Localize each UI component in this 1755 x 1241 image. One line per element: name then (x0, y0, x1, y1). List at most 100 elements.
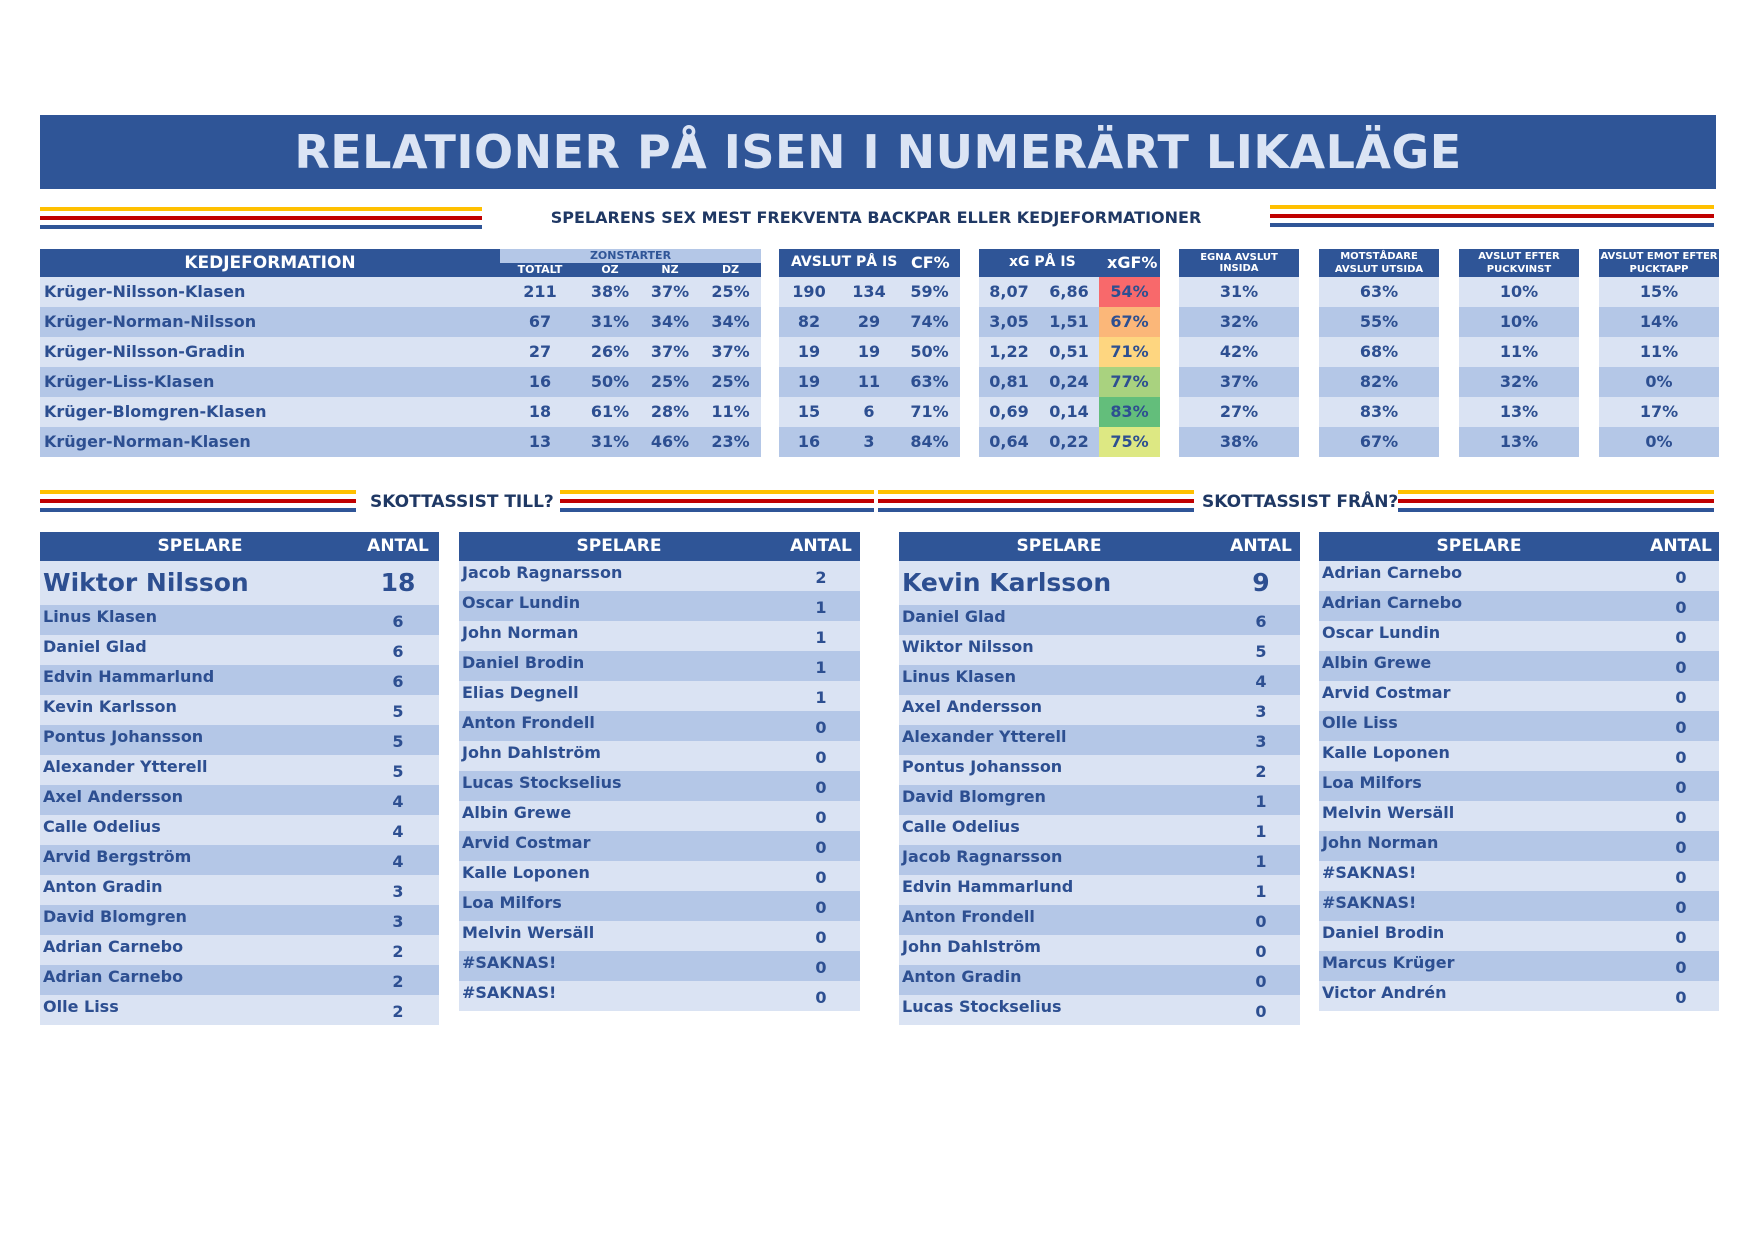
player-count: 1 (1255, 852, 1267, 871)
table-row (459, 741, 860, 771)
player-name: Daniel Glad (902, 607, 1006, 626)
player-count: 0 (815, 898, 827, 917)
player-count: 1 (815, 598, 827, 617)
cell-xg-against: 6,86 (1049, 282, 1089, 301)
table-row-bg (779, 277, 960, 307)
formation-name: Krüger-Blomgren-Klasen (44, 402, 267, 421)
player-name: Loa Milfors (462, 893, 562, 912)
player-count: 0 (815, 808, 827, 827)
cell-motst-avslut: 68% (1359, 342, 1399, 361)
player-count: 0 (815, 718, 827, 737)
table-row (40, 905, 439, 935)
player-count: 6 (392, 672, 404, 691)
cell-egna-avslut: 37% (1219, 372, 1259, 391)
player-name: Anton Frondell (902, 907, 1035, 926)
player-name: David Blomgren (43, 907, 187, 926)
player-count: 0 (815, 838, 827, 857)
player-name: Adrian Carnebo (1322, 593, 1463, 612)
table-row (1319, 711, 1719, 741)
player-name: John Norman (462, 623, 579, 642)
cell-cf: 74% (910, 312, 949, 331)
player-name: Alexander Ytterell (43, 757, 208, 776)
cell-xg-for: 0,81 (989, 372, 1029, 391)
table-header (899, 532, 1300, 561)
cell-nz: 28% (650, 402, 690, 421)
decor-stripes (1398, 490, 1714, 512)
header-puckvinst: AVSLUT EFTER PUCKVINST (1459, 249, 1579, 277)
table-row (459, 801, 860, 831)
table-row (1319, 891, 1719, 921)
player-name: Daniel Glad (43, 637, 147, 656)
player-count: 1 (815, 628, 827, 647)
page-title: RELATIONER PÅ ISEN I NUMERÄRT LIKALÄGE (294, 125, 1462, 179)
formation-name: Krüger-Nilsson-Klasen (44, 282, 246, 301)
cell-pucktapp: 17% (1639, 402, 1679, 421)
player-count: 0 (1675, 898, 1687, 917)
player-name: Edvin Hammarlund (902, 877, 1074, 896)
cell-pucktapp: 0% (1645, 372, 1673, 391)
player-name: Arvid Costmar (1322, 683, 1451, 702)
player-count: 3 (392, 882, 404, 901)
cell-xg-against: 0,24 (1049, 372, 1089, 391)
player-name: Elias Degnell (462, 683, 579, 702)
player-count: 0 (1255, 972, 1267, 991)
table-row (899, 965, 1300, 995)
player-count: 0 (1675, 928, 1687, 947)
player-count: 0 (1675, 778, 1687, 797)
cell-avslut-against: 19 (857, 342, 881, 361)
player-name: Alexander Ytterell (902, 727, 1067, 746)
player-count: 1 (1255, 792, 1267, 811)
player-name: Adrian Carnebo (1322, 563, 1463, 582)
table-row (40, 605, 439, 635)
table-row (459, 861, 860, 891)
cell-egna-avslut: 31% (1219, 282, 1259, 301)
table-row-bg (1179, 277, 1299, 307)
player-count: 1 (815, 658, 827, 677)
cell-avslut-for: 19 (797, 372, 821, 391)
table-row-bg (1599, 307, 1719, 337)
cell-xg-for: 1,22 (989, 342, 1029, 361)
table-row (1319, 921, 1719, 951)
cell-xgf: 83% (1099, 397, 1160, 427)
cell-avslut-for: 19 (797, 342, 821, 361)
cell-avslut-against: 134 (852, 282, 886, 301)
player-count: 0 (815, 868, 827, 887)
table-row (459, 591, 860, 621)
table-row (40, 755, 439, 785)
player-name: Melvin Wersäll (462, 923, 595, 942)
cell-avslut-against: 11 (857, 372, 881, 391)
player-count: 2 (815, 568, 827, 587)
cell-nz: 34% (650, 312, 690, 331)
cell-dz: 11% (711, 402, 750, 421)
cell-cf: 63% (910, 372, 949, 391)
cell-dz: 25% (711, 372, 750, 391)
cell-xgf: 77% (1099, 367, 1160, 397)
player-count: 4 (392, 852, 404, 871)
table-row (1319, 681, 1719, 711)
header-spelare: SPELARE (157, 536, 243, 556)
header-spelare: SPELARE (1016, 536, 1102, 556)
cell-avslut-for: 82 (797, 312, 821, 331)
player-name: Olle Liss (1322, 713, 1398, 732)
table-row (899, 815, 1300, 845)
top-row-bg (40, 561, 439, 605)
table-row (1319, 831, 1719, 861)
player-count: 5 (392, 732, 404, 751)
player-name: Anton Gradin (902, 967, 1022, 986)
table-row (1319, 741, 1719, 771)
top-player-name: Kevin Karlsson (902, 568, 1112, 597)
header-spelare: SPELARE (576, 536, 662, 556)
header-zone-subcols: TOTALT OZ NZ DZ (500, 263, 761, 277)
table-row-bg (1599, 427, 1719, 457)
cell-avslut-against: 29 (857, 312, 881, 331)
cell-oz: 50% (590, 372, 630, 391)
cell-egna-avslut: 38% (1219, 432, 1259, 451)
cell-totalt: 13 (528, 432, 552, 451)
table-row-bg (779, 397, 960, 427)
table-row (40, 665, 439, 695)
table-row (459, 651, 860, 681)
table-row-bg (1179, 307, 1299, 337)
table-row-bg (1319, 367, 1439, 397)
player-name: Axel Andersson (43, 787, 184, 806)
table-row-bg (40, 277, 761, 307)
